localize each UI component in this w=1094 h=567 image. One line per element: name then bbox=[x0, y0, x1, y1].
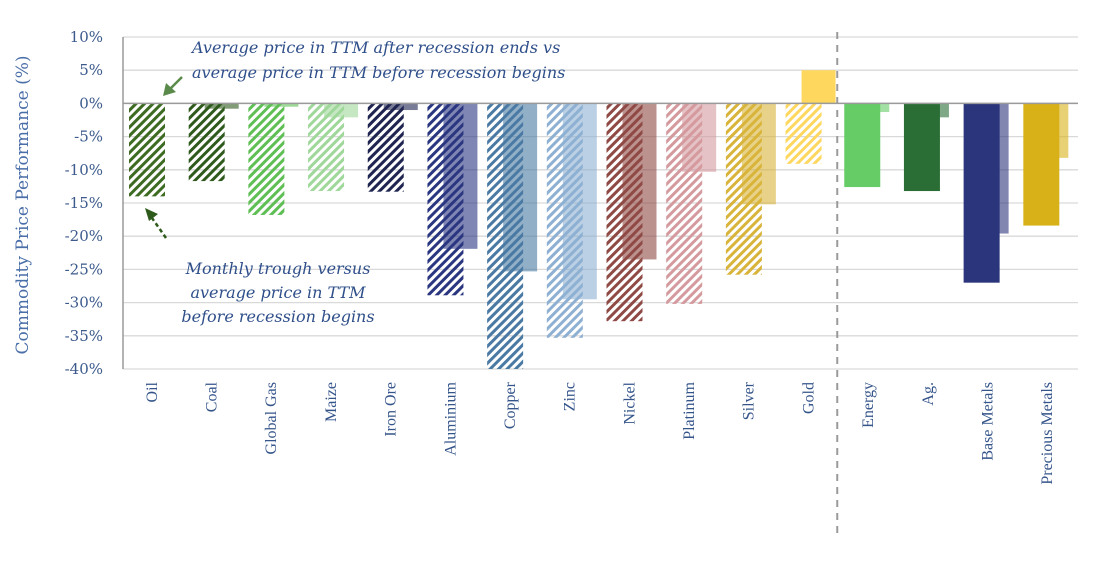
bar-after-recession-gold bbox=[801, 70, 836, 104]
y-tick-label: -15% bbox=[65, 194, 103, 212]
x-category-label: Iron Ore bbox=[383, 382, 400, 437]
y-axis-label: Commodity Price Performance (%) bbox=[13, 56, 33, 355]
x-category-label: Nickel bbox=[621, 381, 638, 424]
y-tick-label: 10% bbox=[70, 28, 103, 46]
annotation-top: Average price in TTM after recession end… bbox=[163, 38, 565, 96]
x-category-label: Maize bbox=[323, 382, 340, 422]
y-tick-label: -40% bbox=[65, 360, 103, 378]
annotation-bottom-line-2: average price in TTM bbox=[190, 283, 366, 302]
bar-monthly-trough-base-metals bbox=[963, 103, 1000, 283]
y-tick-label: -5% bbox=[74, 128, 103, 146]
bar-monthly-trough-silver bbox=[725, 103, 762, 275]
annotation-top-line-1: Average price in TTM after recession end… bbox=[190, 38, 560, 57]
annotation-bottom-line-3: before recession begins bbox=[181, 307, 374, 326]
x-category-labels: Oil Coal Global Gas Maize Iron Ore Aluminium C… bbox=[144, 381, 1056, 484]
y-tick-label: -30% bbox=[65, 294, 103, 312]
bar-monthly-trough-coal bbox=[188, 103, 225, 182]
bar-monthly-trough-oil bbox=[129, 103, 165, 197]
annotation-top-arrow bbox=[169, 76, 183, 90]
x-category-label: Zinc bbox=[562, 382, 579, 411]
bar-monthly-trough-ag- bbox=[903, 103, 940, 192]
x-category-label: Copper bbox=[502, 381, 519, 429]
x-category-label: Oil bbox=[144, 381, 161, 402]
x-category-label: Ag. bbox=[920, 382, 937, 406]
y-tick-label: 0% bbox=[79, 94, 103, 112]
y-tick-label: -20% bbox=[65, 227, 103, 245]
bar-monthly-trough-maize bbox=[308, 103, 345, 192]
x-category-label: Silver bbox=[741, 381, 758, 420]
annotation-bottom: Monthly trough versus average price in T… bbox=[145, 208, 375, 326]
bar-monthly-trough-nickel bbox=[606, 103, 643, 322]
x-category-label: Precious Metals bbox=[1039, 382, 1056, 485]
annotation-top-line-2: average price in TTM before recession be… bbox=[192, 63, 565, 82]
bars bbox=[129, 70, 1069, 370]
bar-monthly-trough-iron-ore bbox=[367, 103, 404, 192]
y-tick-label: 5% bbox=[79, 61, 103, 79]
bar-monthly-trough-energy bbox=[844, 103, 881, 188]
x-category-label: Aluminium bbox=[442, 381, 459, 455]
annotation-bottom-line-1: Monthly trough versus bbox=[185, 259, 371, 278]
annotation-top-arrowhead-icon bbox=[163, 83, 176, 96]
x-category-label: Global Gas bbox=[263, 382, 280, 454]
bar-monthly-trough-platinum bbox=[666, 103, 703, 304]
bar-after-recession-energy bbox=[879, 103, 890, 113]
bar-after-recession-ag- bbox=[938, 103, 949, 118]
y-tick-label: -25% bbox=[65, 260, 103, 278]
x-category-label: Energy bbox=[860, 382, 877, 428]
x-category-label: Gold bbox=[800, 382, 817, 414]
y-tick-labels: 10% 5% 0% -5% -10% -15% -20% -25% -30% -35% -40% bbox=[65, 28, 103, 378]
annotation-bottom-arrowhead-icon bbox=[145, 208, 158, 221]
bar-monthly-trough-zinc bbox=[546, 103, 583, 338]
x-category-label: Base Metals bbox=[979, 382, 996, 461]
bar-monthly-trough-precious-metals bbox=[1023, 103, 1060, 226]
x-category-label: Coal bbox=[204, 381, 221, 412]
bar-monthly-trough-gold bbox=[785, 103, 822, 164]
y-tick-label: -35% bbox=[65, 327, 103, 345]
bar-after-recession-precious-metals bbox=[1058, 103, 1069, 158]
x-category-label: Platinum bbox=[681, 381, 698, 439]
bar-monthly-trough-global-gas bbox=[248, 103, 285, 215]
bar-monthly-trough-aluminium bbox=[427, 103, 464, 296]
y-tick-label: -10% bbox=[65, 161, 103, 179]
bar-monthly-trough-copper bbox=[487, 103, 524, 370]
annotation-bottom-arrow bbox=[150, 217, 168, 239]
bar-after-recession-base-metals bbox=[998, 103, 1009, 234]
